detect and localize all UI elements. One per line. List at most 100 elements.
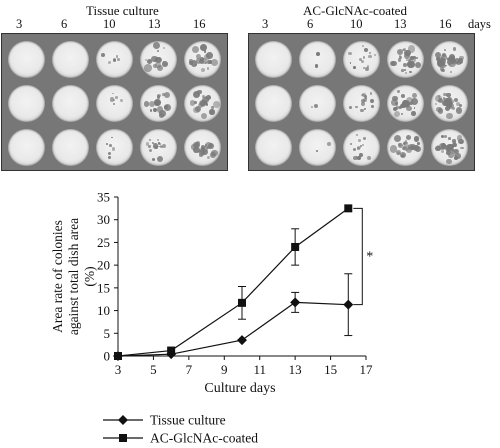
colony-spot (109, 97, 115, 102)
colony-spot (191, 45, 199, 53)
culture-well (52, 41, 89, 78)
colony-spot (154, 98, 161, 106)
data-point (237, 335, 247, 346)
colony-spot (435, 51, 442, 58)
colony-spot (157, 93, 161, 97)
colony-spot (145, 59, 148, 62)
panel-title-ac-glcnac: AC-GlcNAc-coated (303, 3, 407, 18)
colony-spot (456, 135, 462, 141)
day-label: 16 (193, 17, 206, 31)
colony-spot (442, 62, 445, 65)
colony-spot (119, 98, 123, 102)
colony-spot (459, 140, 464, 144)
colony-spot (149, 108, 153, 112)
colony-spot (206, 67, 210, 70)
colony-spot (364, 94, 368, 98)
colony-spot (417, 142, 421, 145)
colony-spot (206, 146, 210, 149)
colony-spot (201, 68, 205, 72)
colony-spot (453, 149, 459, 155)
colony-spot (413, 136, 420, 143)
colony-spot (369, 92, 373, 95)
colony-spot (152, 42, 160, 50)
x-tick-label: 13 (289, 362, 302, 377)
culture-well (343, 129, 380, 166)
colony-spot (350, 142, 353, 146)
colony-spot (443, 92, 447, 97)
culture-well (255, 41, 292, 78)
colony-spot (193, 146, 200, 154)
colony-spot (390, 60, 397, 67)
colony-spot (158, 145, 160, 148)
colony-spot (446, 112, 453, 119)
colony-spot (211, 150, 218, 157)
colony-spot (449, 71, 452, 73)
data-point (344, 204, 353, 213)
colony-spot (367, 65, 370, 68)
colony-spot (452, 139, 456, 143)
colony-spot (365, 67, 370, 72)
colony-spot (148, 138, 152, 142)
colony-spot (313, 103, 319, 109)
data-point (114, 352, 122, 360)
colony-spot (364, 48, 369, 53)
colony-spot (403, 52, 410, 60)
colony-spot (362, 66, 366, 70)
colony-spot (445, 105, 450, 111)
colony-spot (154, 59, 157, 62)
colony-spot (397, 58, 402, 62)
x-tick-label: 7 (186, 362, 193, 377)
colony-spot (164, 92, 171, 99)
colony-spot (440, 134, 444, 138)
colony-spot (352, 147, 357, 151)
colony-spot (373, 54, 376, 57)
colony-spot (359, 153, 364, 157)
legend-marker (118, 415, 128, 425)
culture-well (255, 129, 292, 166)
colony-spot (153, 108, 158, 113)
colony-spot (451, 106, 455, 110)
colony-spot (447, 59, 453, 65)
y-tick-label: 35 (97, 190, 110, 205)
colony-spot (406, 59, 408, 61)
colony-spot (355, 156, 358, 159)
colony-spot (115, 95, 119, 99)
culture-well (255, 85, 292, 122)
colony-spot (403, 144, 410, 151)
y-axis-label-line: against total dish area (66, 218, 81, 335)
x-tick-label: 15 (324, 362, 337, 377)
colony-spot (316, 52, 321, 56)
data-point (238, 298, 246, 307)
colony-spot (361, 44, 365, 48)
y-tick-label: 10 (97, 303, 110, 318)
colony-spot (446, 92, 451, 98)
colony-spot (357, 145, 361, 150)
colony-spot (401, 153, 405, 157)
colony-spot (403, 48, 406, 52)
colony-spot (360, 108, 364, 113)
data-point (343, 299, 354, 310)
x-tick-label: 11 (253, 362, 266, 377)
colony-spot (369, 98, 374, 103)
colony-spot (349, 62, 352, 65)
culture-well (387, 129, 424, 166)
colony-spot (446, 158, 452, 165)
colony-spot (201, 94, 205, 98)
colony-spot (158, 142, 160, 144)
colony-spot (394, 135, 402, 143)
colony-spot (437, 108, 444, 114)
culture-well (52, 129, 89, 166)
colony-spot (204, 95, 207, 99)
colony-spot (356, 155, 362, 160)
colony-spot (151, 157, 155, 162)
colony-spot (209, 109, 215, 115)
colony-spot (156, 138, 160, 142)
day-label: 10 (103, 17, 116, 31)
colony-spot (398, 142, 404, 148)
colony-spot (348, 52, 352, 56)
colony-spot (200, 43, 208, 51)
colony-spot (311, 105, 314, 108)
culture-well (431, 129, 468, 166)
colony-spot (108, 61, 112, 65)
